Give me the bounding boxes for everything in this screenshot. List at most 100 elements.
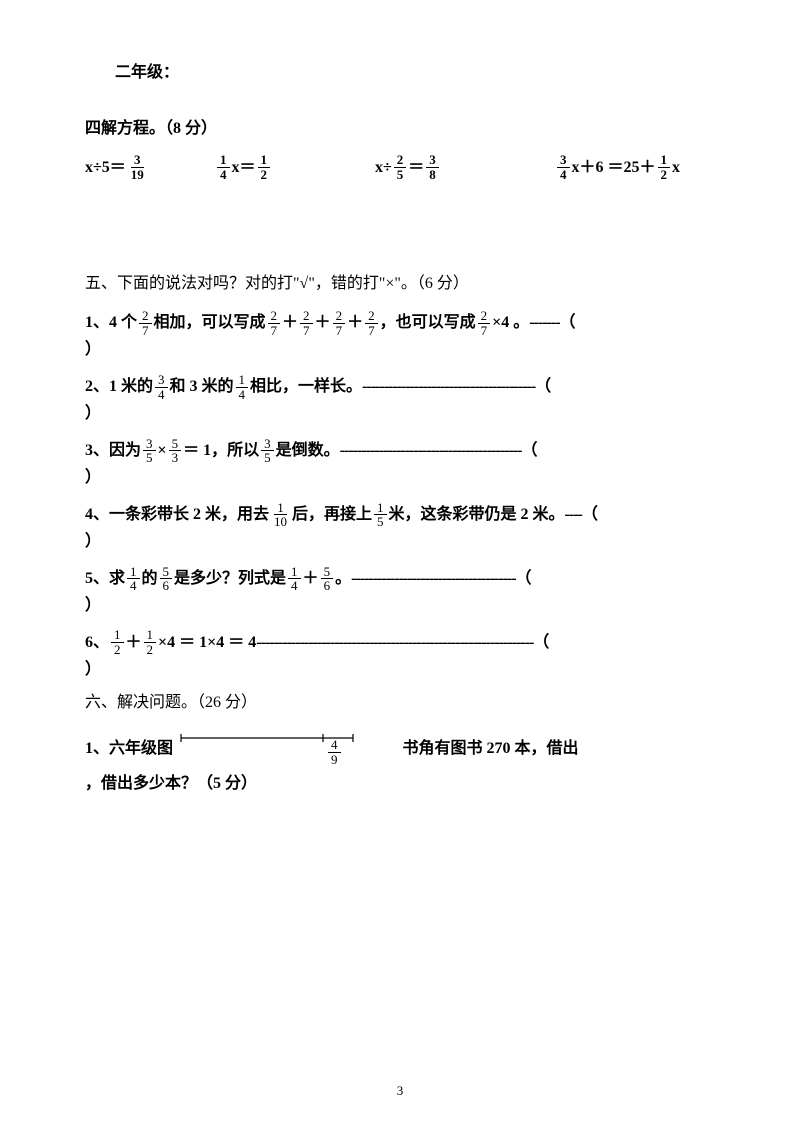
eq4-f2n: 1 [658,153,671,168]
q6-f1d: 2 [111,643,124,657]
q1-fdd: 7 [365,324,378,338]
q2-f2n: 1 [236,373,249,388]
q6-f2: 12 [144,628,157,656]
q1-fcn: 2 [333,309,346,324]
q1-f3d: 7 [478,324,491,338]
q2-f1n: 3 [155,373,168,388]
eq1-frac: 3 19 [128,153,147,181]
q3-f2d: 3 [169,451,182,465]
eq3: x÷ 2 5 ＝ 3 8 [375,153,545,181]
q1-fcd: 7 [333,324,346,338]
q1-plus2: ＋ [315,310,331,336]
q2-f2d: 4 [236,388,249,402]
q5-f1n: 1 [127,565,140,580]
s5-q4: 4、一条彩带长 2 米，用去 110 后，再接上 15 米，这条彩带仍是 2 米… [85,501,715,529]
q1-dashes: ------- [529,310,559,336]
q1-fd: 27 [365,309,378,337]
section6-title: 六、解决问题。（26 分） [85,690,715,716]
eq3-f2n: 3 [426,153,439,168]
eq1-den: 19 [128,168,147,182]
q3-f3d: 5 [261,451,274,465]
q3-f2: 53 [169,437,182,465]
q1-p3: ，也可以写成 [380,310,476,336]
q3-f1: 35 [143,437,156,465]
q1-fbd: 7 [300,324,313,338]
q6-close: ） [85,657,715,683]
s6q1-p1: 1、六年级图 [85,736,173,762]
q6-f1: 12 [111,628,124,656]
eq3-f2d: 8 [426,168,439,182]
eq4-f2d: 2 [658,168,671,182]
q6-p1: 6、 [85,630,109,656]
q2-f1d: 4 [155,388,168,402]
eq4-f1d: 4 [557,168,570,182]
q5-f2: 56 [160,565,173,593]
eq2-f1: 1 4 [217,153,230,181]
q3-dashes: ----------------------------------------… [340,438,522,464]
q5-plus: ＋ [303,566,319,592]
eq1-num: 3 [131,153,144,168]
q4-f2n: 1 [374,501,387,516]
q4-paren: （ [582,502,598,528]
q2-p3: 相比，一样长。 [250,374,362,400]
eq2-f2d: 2 [258,168,271,182]
q1-fdn: 2 [365,309,378,324]
q4-f2d: 5 [374,515,387,529]
q1-fan: 2 [268,309,281,324]
q2-dashes: ---------------------------------------- [362,374,535,400]
q1-p4: ×4 。 [492,310,529,336]
q4-f2: 15 [374,501,387,529]
q3-f1n: 3 [143,437,156,452]
q5-p1: 5、求 [85,566,125,592]
s6q1-fn: 4 [328,738,341,753]
q3-times: × [158,438,167,464]
q4-f1: 110 [271,501,290,529]
q5-f3n: 1 [288,565,301,580]
q1-fb: 27 [300,309,313,337]
q3-paren: （ [521,438,537,464]
q2-close: ） [85,401,715,427]
q3-close: ） [85,465,715,491]
q2-paren: （ [535,374,551,400]
q1-p2: 相加，可以写成 [154,310,266,336]
q6-p2: ×4 ＝ 1×4 ＝ 4 [158,630,256,656]
eq3-f2: 3 8 [426,153,439,181]
q1-plus3: ＋ [347,310,363,336]
eq3-f1: 2 5 [394,153,407,181]
eq4-f2: 1 2 [658,153,671,181]
eq2-f2n: 1 [258,153,271,168]
q1-plus1: ＋ [282,310,298,336]
eq1: x÷5＝ 3 19 [85,153,205,181]
eq2-mid: x＝ [232,155,256,181]
q5-f4d: 6 [321,579,334,593]
eq4-mid: x＋6 ＝25＋ [572,155,656,181]
eq3-eq: ＝ [408,155,424,181]
page-number: 3 [0,1081,800,1102]
s6q1-p2: 书角有图书 270 本，借出 [403,736,579,762]
s6q1-fd: 9 [328,753,341,767]
q5-f4: 56 [321,565,334,593]
q4-f1d: 10 [271,515,290,529]
eq1-lhs: x÷5＝ [85,155,126,181]
s5-q3: 3、因为 35 × 53 ＝ 1，所以 35 是倒数。 ------------… [85,437,715,465]
q1-fbn: 2 [300,309,313,324]
grade-header: 二年级： [115,60,715,86]
q4-close: ） [85,529,715,555]
q4-dashes: ---- [565,502,582,528]
q5-f2n: 5 [160,565,173,580]
q4-f1n: 1 [274,501,287,516]
s6q1-p3: ，借出多少本？（5 分） [85,771,715,797]
eq4-f1n: 3 [557,153,570,168]
q1-f3: 27 [478,309,491,337]
q5-f2d: 6 [160,579,173,593]
q5-p3: 是多少？列式是 [174,566,286,592]
eq3-lhs: x÷ [375,155,392,181]
eq3-f1d: 5 [394,168,407,182]
q3-f3n: 3 [261,437,274,452]
q6-plus: ＋ [126,630,142,656]
q5-p4: 。 [335,566,351,592]
q1-fa: 27 [268,309,281,337]
q3-f3: 35 [261,437,274,465]
q3-p1: 3、因为 [85,438,141,464]
q6-paren: （ [533,630,549,656]
